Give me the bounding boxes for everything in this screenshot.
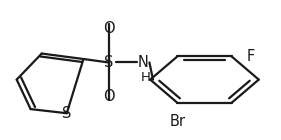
Text: H: H: [140, 71, 150, 84]
Text: Br: Br: [169, 114, 185, 130]
Text: O: O: [103, 21, 114, 36]
Text: F: F: [247, 49, 255, 64]
Text: S: S: [62, 106, 71, 121]
Text: O: O: [103, 89, 114, 104]
Text: N: N: [138, 55, 149, 70]
Text: S: S: [104, 55, 113, 70]
